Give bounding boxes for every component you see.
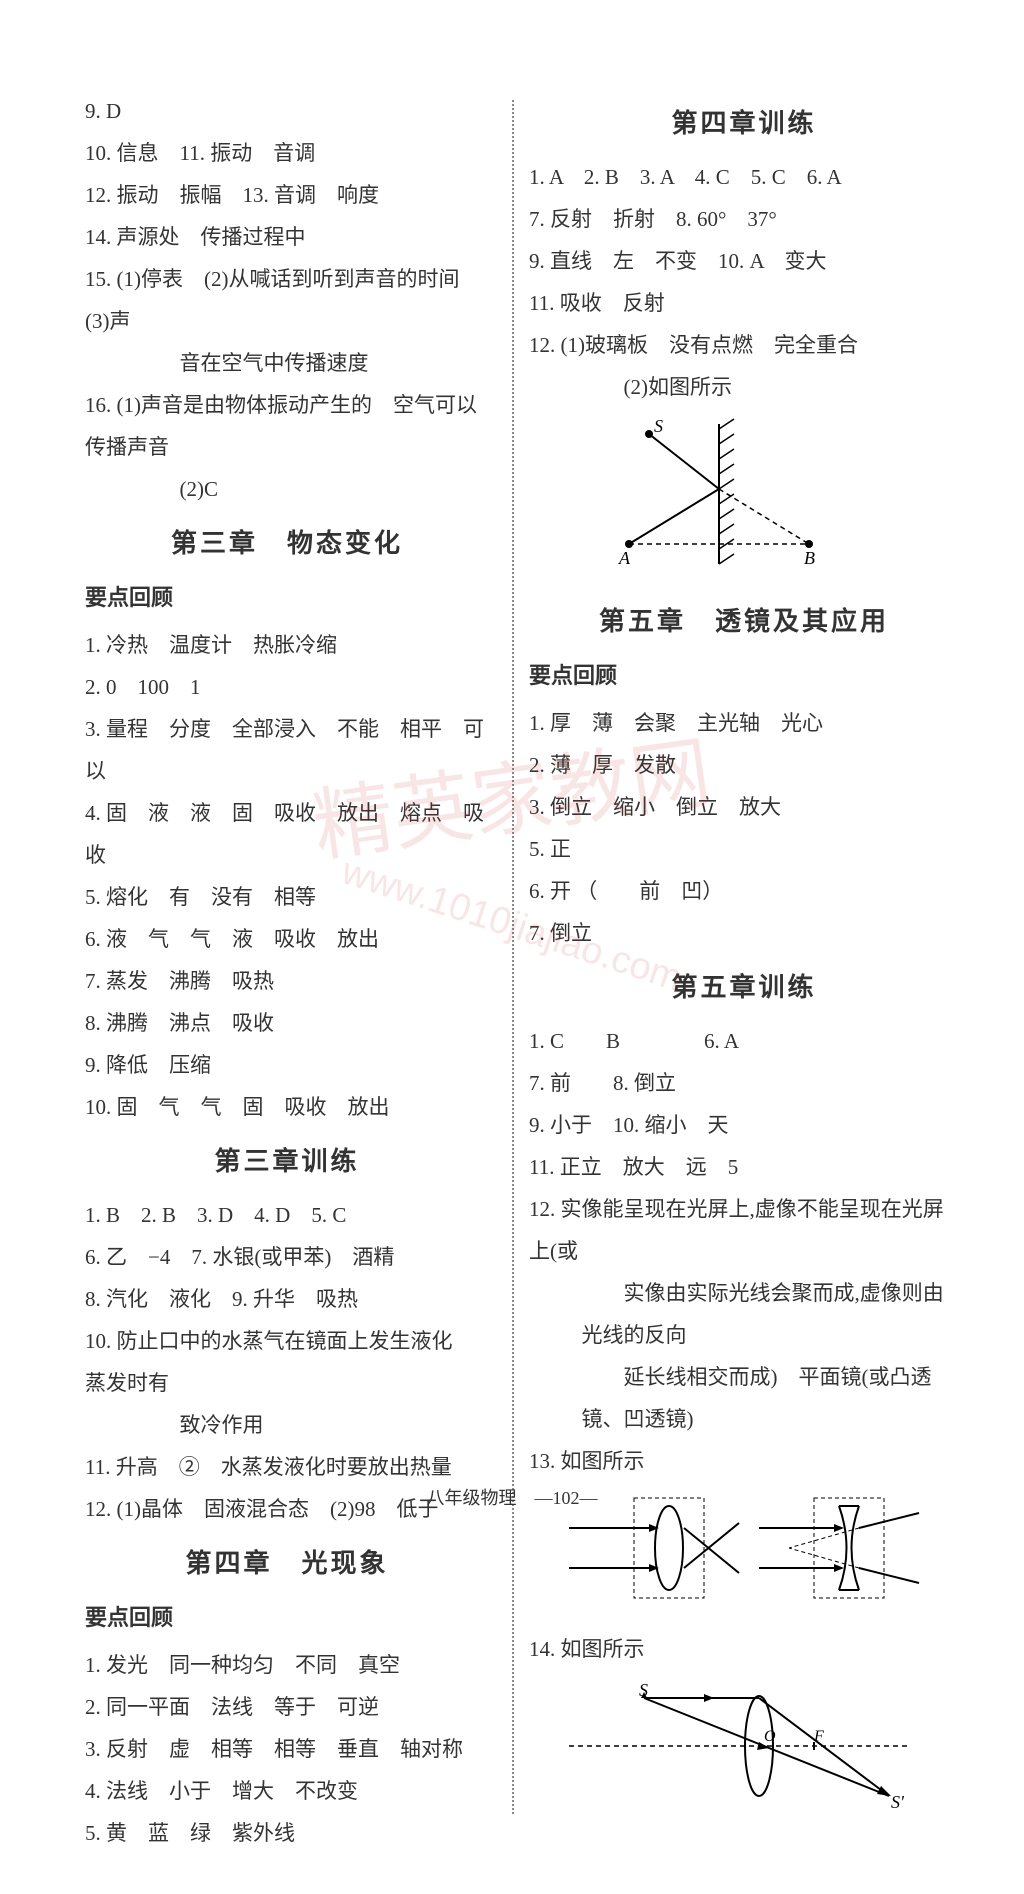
answer-line: 14. 声源处 传播过程中 <box>85 216 489 258</box>
review-line: 10. 固 气 气 固 吸收 放出 <box>85 1086 489 1128</box>
svg-text:B: B <box>804 548 815 568</box>
lens-diagram-14: S O F S' <box>559 1676 959 1830</box>
review-line: 2. 薄 厚 发散 <box>529 744 959 786</box>
answer-line: 15. (1)停表 (2)从喊话到听到声音的时间 (3)声 <box>85 258 489 342</box>
review-line: 1. 发光 同一种均匀 不同 真空 <box>85 1644 489 1686</box>
train-line: 1. C B 6. A <box>529 1020 959 1062</box>
review-label: 要点回顾 <box>529 654 959 698</box>
answer-line: 10. 信息 11. 振动 音调 <box>85 132 489 174</box>
train-line: 7. 反射 折射 8. 60° 37° <box>529 198 959 240</box>
svg-text:A: A <box>618 548 631 568</box>
review-line: 9. 降低 压缩 <box>85 1044 489 1086</box>
chapter-3-train-title: 第三章训练 <box>85 1136 489 1188</box>
answer-line: 9. D <box>85 90 489 132</box>
train-line: (2)如图所示 <box>529 366 959 408</box>
review-line: 2. 0 100 1 <box>85 666 489 708</box>
review-line: 1. 冷热 温度计 热胀冷缩 <box>85 624 489 666</box>
review-label: 要点回顾 <box>85 576 489 620</box>
train-line: 6. 乙 −4 7. 水银(或甲苯) 酒精 <box>85 1236 489 1278</box>
review-line: 5. 正 <box>529 828 959 870</box>
train-line: 11. 吸收 反射 <box>529 282 959 324</box>
train-line: 致冷作用 <box>85 1404 489 1446</box>
answer-line: 12. 振动 振幅 13. 音调 响度 <box>85 174 489 216</box>
train-line: 1. A 2. B 3. A 4. C 5. C 6. A <box>529 156 959 198</box>
train-line: 9. 小于 10. 缩小 天 <box>529 1104 959 1146</box>
review-line: 2. 同一平面 法线 等于 可逆 <box>85 1686 489 1728</box>
train-line: 10. 防止口中的水蒸气在镜面上发生液化 蒸发时有 <box>85 1320 489 1404</box>
review-line: 4. 固 液 液 固 吸收 放出 熔点 吸收 <box>85 792 489 876</box>
review-line: 1. 厚 薄 会聚 主光轴 光心 <box>529 702 959 744</box>
review-line: 6. 液 气 气 液 吸收 放出 <box>85 918 489 960</box>
chapter-4-train-title: 第四章训练 <box>529 98 959 150</box>
chapter-5-title: 第五章 透镜及其应用 <box>529 596 959 648</box>
train-line: 13. 如图所示 <box>529 1440 959 1482</box>
review-label: 要点回顾 <box>85 1596 489 1640</box>
review-line: 8. 沸腾 沸点 吸收 <box>85 1002 489 1044</box>
review-line: 5. 黄 蓝 绿 紫外线 <box>85 1812 489 1854</box>
column-divider <box>512 100 514 1814</box>
review-line: 4. 法线 小于 增大 不改变 <box>85 1770 489 1812</box>
answer-line: 16. (1)声音是由物体振动产生的 空气可以传播声音 <box>85 384 489 468</box>
review-line: 3. 量程 分度 全部浸入 不能 相平 可以 <box>85 708 489 792</box>
review-line: 7. 蒸发 沸腾 吸热 <box>85 960 489 1002</box>
right-column: 第四章训练 1. A 2. B 3. A 4. C 5. C 6. A 7. 反… <box>509 90 974 1854</box>
train-line: 9. 直线 左 不变 10. A 变大 <box>529 240 959 282</box>
answer-line: 音在空气中传播速度 <box>85 342 489 384</box>
train-line: 12. 实像能呈现在光屏上,虚像不能呈现在光屏上(或 <box>529 1188 959 1272</box>
train-line: 8. 汽化 液化 9. 升华 吸热 <box>85 1278 489 1320</box>
train-line: 11. 正立 放大 远 5 <box>529 1146 959 1188</box>
svg-text:S: S <box>654 416 663 436</box>
train-line: 实像由实际光线会聚而成,虚像则由光线的反向 <box>529 1272 959 1356</box>
chapter-4-title: 第四章 光现象 <box>85 1538 489 1590</box>
train-line: 14. 如图所示 <box>529 1628 959 1670</box>
review-line: 7. 倒立 <box>529 912 959 954</box>
mirror-diagram: S A B <box>559 414 959 588</box>
svg-text:S': S' <box>891 1792 905 1812</box>
train-line: 12. (1)玻璃板 没有点燃 完全重合 <box>529 324 959 366</box>
answer-line: (2)C <box>85 468 489 510</box>
review-line: 5. 熔化 有 没有 相等 <box>85 876 489 918</box>
page-footer: 八年级物理 —102— <box>0 1480 1024 1516</box>
left-column: 9. D 10. 信息 11. 振动 音调 12. 振动 振幅 13. 音调 响… <box>70 90 509 1854</box>
train-line: 延长线相交而成) 平面镜(或凸透镜、凹透镜) <box>529 1356 959 1440</box>
train-line: 1. B 2. B 3. D 4. D 5. C <box>85 1194 489 1236</box>
chapter-3-title: 第三章 物态变化 <box>85 518 489 570</box>
svg-text:O: O <box>764 1728 776 1745</box>
review-line: 6. 开 （ 前 凹） <box>529 870 959 912</box>
train-line: 7. 前 8. 倒立 <box>529 1062 959 1104</box>
chapter-5-train-title: 第五章训练 <box>529 962 959 1014</box>
review-line: 3. 反射 虚 相等 相等 垂直 轴对称 <box>85 1728 489 1770</box>
review-line: 3. 倒立 缩小 倒立 放大 <box>529 786 959 828</box>
